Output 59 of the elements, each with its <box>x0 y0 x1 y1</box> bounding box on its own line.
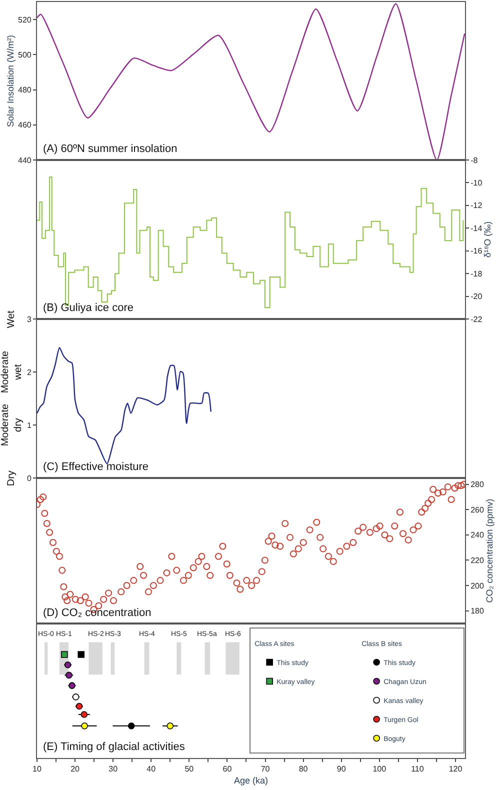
x-tick-label: 70 <box>260 764 270 774</box>
text: (B) Guliya ice core <box>43 302 134 314</box>
x-tick-label: 90 <box>336 764 346 774</box>
text: (D) CO₂ concentration <box>43 607 152 619</box>
y-tick-label: 500 <box>18 50 32 60</box>
text: Moderate dry <box>0 403 24 446</box>
y-tick-label: 1 <box>26 420 32 430</box>
x-tick-label: 80 <box>298 764 308 774</box>
x-tick-label: 20 <box>70 764 80 774</box>
y2-tick-label: -22 <box>470 314 483 324</box>
y2-tick-label: 220 <box>470 556 484 565</box>
y2-tick-label: -8 <box>470 156 478 165</box>
text: Dry <box>6 470 18 486</box>
x-tick-label: 110 <box>411 764 424 774</box>
y-tick-label: 460 <box>18 120 32 130</box>
x-tick-label: 50 <box>184 764 194 774</box>
y2-axis-title: δ¹⁸O (‰) <box>482 221 493 258</box>
y-tick-label: 480 <box>18 86 32 95</box>
x-tick-label: 30 <box>108 764 118 774</box>
y2-tick-label: -14 <box>470 224 483 233</box>
y-tick-label: 440 <box>18 156 32 165</box>
text: (C) Effective moisture <box>43 461 149 473</box>
y-tick-label: 3 <box>26 314 32 324</box>
point <box>78 651 85 658</box>
y-tick-label: 2 <box>26 368 32 377</box>
y2-tick-label: 260 <box>470 505 484 514</box>
y2-tick-label: -12 <box>470 201 483 210</box>
y2-axis-title: CO₂ concentration (ppmv) <box>484 498 494 603</box>
y2-tick-label: -16 <box>470 246 483 256</box>
point <box>80 711 88 718</box>
y2-tick-label: 240 <box>470 530 484 540</box>
point <box>66 672 72 679</box>
text: Moderate wet <box>0 350 24 394</box>
point <box>76 702 83 710</box>
point <box>128 722 135 730</box>
x-tick-label: 100 <box>372 764 387 774</box>
y-tick-label: 520 <box>18 15 32 24</box>
x-tick-label: 120 <box>448 764 463 774</box>
point <box>81 722 88 730</box>
point <box>68 682 76 689</box>
text: (A) 60ºN summer insolation <box>43 143 178 155</box>
y2-tick-label: -10 <box>470 178 483 188</box>
y2-tick-label: -18 <box>470 269 483 278</box>
y2-tick-label: 200 <box>470 581 484 590</box>
y-axis-title: Solar Insolation (W/m²) <box>5 34 16 128</box>
point <box>166 722 174 730</box>
x-axis-title: Age (ka) <box>234 775 268 786</box>
point <box>60 651 68 658</box>
y2-tick-label: -20 <box>470 292 483 302</box>
point <box>64 661 72 668</box>
y2-tick-label: 180 <box>470 606 484 616</box>
y2-tick-label: 280 <box>470 480 484 490</box>
x-tick-label: 10 <box>32 764 42 774</box>
point <box>72 694 80 700</box>
y-tick-label: 0 <box>26 474 32 483</box>
text: (E) Timing of glacial activities <box>43 741 186 753</box>
x-tick-label: 40 <box>146 764 156 774</box>
text: Wet <box>6 310 18 328</box>
x-tick-label: 60 <box>222 764 232 774</box>
